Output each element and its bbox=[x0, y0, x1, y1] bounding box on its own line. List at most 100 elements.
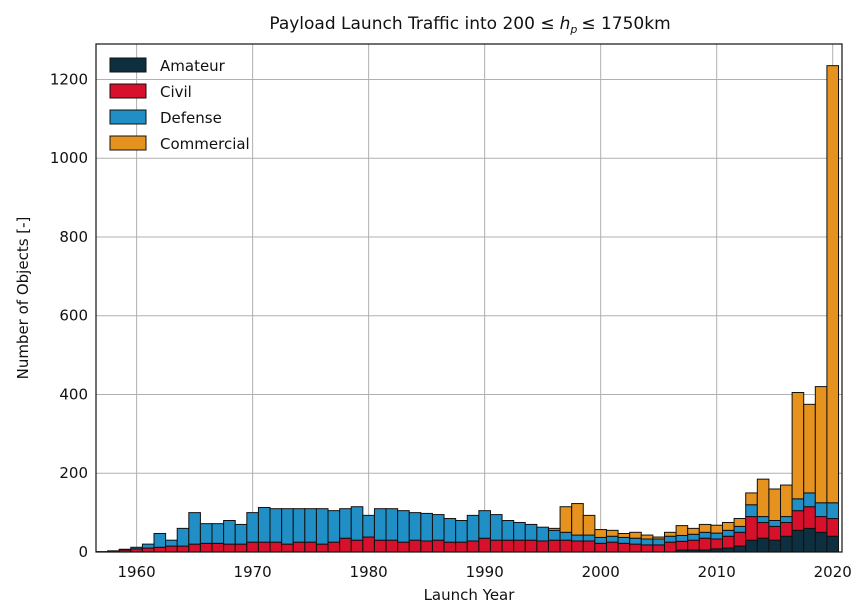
bar-commercial-2012 bbox=[733, 518, 747, 527]
y-tick-label: 1000 bbox=[50, 149, 88, 167]
bar-amateur-2013 bbox=[745, 539, 758, 553]
bar-defense-1980 bbox=[362, 514, 375, 538]
bar-civil-1990 bbox=[478, 537, 491, 553]
bar-defense-1992 bbox=[501, 519, 515, 541]
bar-civil-2013 bbox=[745, 516, 758, 541]
bar-defense-2016 bbox=[780, 516, 793, 523]
bar-amateur-2012 bbox=[733, 545, 747, 553]
bar-civil-1969 bbox=[234, 543, 248, 553]
bar-civil-2002 bbox=[617, 542, 631, 553]
bar-amateur-2020 bbox=[826, 535, 840, 553]
bar-defense-1965 bbox=[188, 512, 201, 545]
bar-defense-1996 bbox=[547, 529, 561, 541]
bar-civil-2007 bbox=[675, 540, 689, 551]
x-tick-label: 1960 bbox=[118, 563, 156, 581]
x-tick-label: 2000 bbox=[582, 563, 620, 581]
bar-defense-1961 bbox=[141, 543, 155, 549]
legend-swatch-amateur bbox=[109, 57, 147, 73]
bar-civil-1973 bbox=[281, 543, 294, 553]
bar-civil-2008 bbox=[687, 539, 700, 551]
bar-civil-1977 bbox=[327, 541, 341, 553]
bar-civil-1980 bbox=[362, 536, 375, 553]
bar-defense-2013 bbox=[745, 504, 758, 518]
bar-civil-1972 bbox=[269, 541, 283, 553]
bar-civil-1974 bbox=[292, 541, 306, 553]
y-tick-label: 800 bbox=[59, 228, 88, 246]
bar-commercial-1999 bbox=[582, 514, 596, 536]
bar-civil-1981 bbox=[373, 539, 387, 553]
bar-civil-1995 bbox=[536, 540, 549, 553]
bar-civil-1967 bbox=[211, 542, 225, 553]
bar-civil-1989 bbox=[466, 540, 480, 553]
bar-commercial-2011 bbox=[722, 521, 735, 531]
legend-label-defense: Defense bbox=[160, 109, 222, 127]
bar-commercial-2019 bbox=[814, 386, 828, 504]
bar-commercial-2014 bbox=[756, 478, 770, 518]
bar-civil-1968 bbox=[223, 543, 236, 553]
bar-defense-1999 bbox=[582, 534, 596, 542]
bar-civil-1963 bbox=[165, 545, 178, 553]
bar-commercial-2007 bbox=[675, 525, 689, 536]
bar-commercial-2013 bbox=[745, 492, 758, 506]
bar-defense-2012 bbox=[733, 525, 747, 533]
bar-commercial-2017 bbox=[791, 392, 805, 500]
bar-defense-1966 bbox=[199, 523, 213, 544]
legend-swatch-commercial bbox=[109, 135, 147, 151]
bar-commercial-1997 bbox=[559, 506, 573, 533]
bar-civil-1965 bbox=[188, 543, 201, 553]
bar-civil-1987 bbox=[443, 541, 457, 553]
bar-civil-2012 bbox=[733, 531, 747, 547]
bar-defense-2019 bbox=[814, 502, 828, 518]
bar-defense-1979 bbox=[350, 506, 364, 541]
bar-defense-1990 bbox=[478, 510, 491, 539]
y-tick-labels: 0 200 400 600 800 1000 1200 bbox=[50, 70, 88, 561]
bar-defense-2014 bbox=[756, 516, 770, 523]
bar-defense-2000 bbox=[594, 536, 607, 544]
bar-amateur-2015 bbox=[768, 539, 782, 553]
bar-civil-1976 bbox=[315, 543, 329, 553]
bar-civil-2010 bbox=[710, 538, 724, 550]
bar-defense-1995 bbox=[536, 526, 549, 542]
bar-civil-2018 bbox=[803, 506, 816, 529]
bar-amateur-2016 bbox=[780, 535, 793, 553]
bar-civil-2006 bbox=[663, 541, 677, 553]
x-axis-label: Launch Year bbox=[424, 586, 516, 604]
bar-defense-1987 bbox=[443, 518, 457, 543]
legend: Amateur Civil Defense Commercial bbox=[109, 57, 250, 153]
bar-civil-1997 bbox=[559, 539, 573, 553]
bar-defense-1960 bbox=[130, 546, 143, 550]
bar-civil-2014 bbox=[756, 521, 770, 539]
bar-defense-1976 bbox=[315, 508, 329, 545]
gridlines bbox=[96, 44, 842, 553]
y-tick-label: 400 bbox=[59, 385, 88, 403]
legend-label-civil: Civil bbox=[160, 83, 192, 101]
bar-civil-1988 bbox=[455, 541, 468, 553]
bar-defense-1981 bbox=[373, 508, 387, 541]
bar-defense-1962 bbox=[153, 532, 167, 548]
bar-commercial-2000 bbox=[594, 529, 607, 538]
bar-defense-1973 bbox=[281, 508, 294, 545]
bar-civil-1962 bbox=[153, 546, 167, 553]
bar-defense-1971 bbox=[257, 507, 271, 543]
bar-civil-1996 bbox=[547, 539, 561, 553]
bar-commercial-1996 bbox=[547, 527, 561, 531]
y-tick-label: 600 bbox=[59, 307, 88, 325]
bar-commercial-2001 bbox=[605, 529, 619, 537]
x-tick-label: 1980 bbox=[350, 563, 388, 581]
bar-civil-1999 bbox=[582, 540, 596, 553]
bar-commercial-2003 bbox=[629, 531, 642, 539]
bar-defense-1988 bbox=[455, 519, 468, 543]
bar-civil-2011 bbox=[722, 535, 735, 549]
bar-defense-2001 bbox=[605, 535, 619, 543]
bar-commercial-2020 bbox=[826, 65, 840, 504]
bar-amateur-2017 bbox=[791, 529, 805, 553]
bar-commercial-2018 bbox=[803, 403, 816, 494]
bar-commercial-2005 bbox=[652, 536, 665, 540]
bar-defense-2007 bbox=[675, 534, 689, 542]
bar-defense-2020 bbox=[826, 502, 840, 520]
bar-civil-1966 bbox=[199, 542, 213, 553]
bar-amateur-2019 bbox=[814, 531, 828, 553]
bar-defense-2015 bbox=[768, 519, 782, 527]
bar-defense-1986 bbox=[431, 514, 445, 541]
legend-label-amateur: Amateur bbox=[160, 57, 226, 75]
